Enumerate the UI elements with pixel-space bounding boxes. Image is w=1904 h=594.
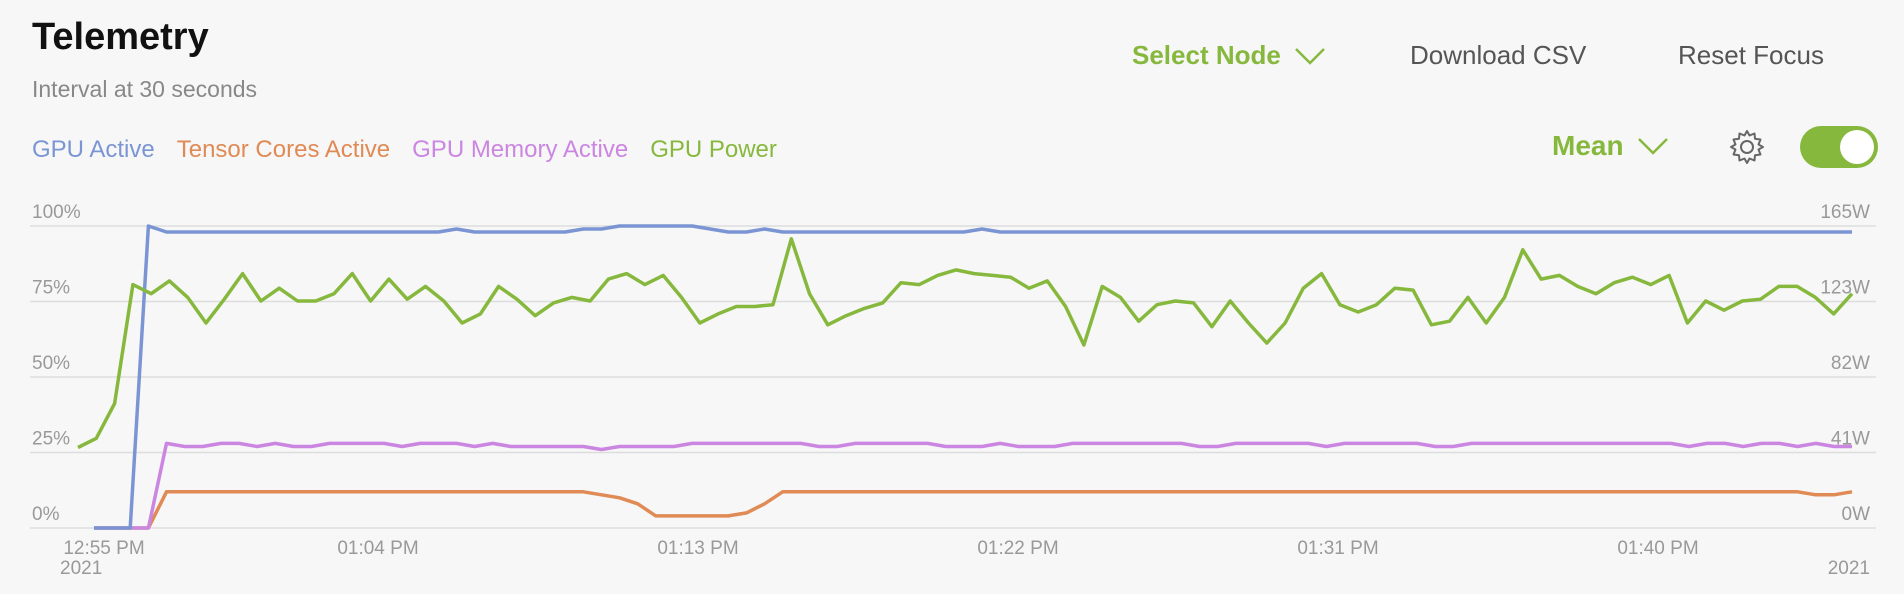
x-start-year: 2021 [60, 558, 102, 579]
legend-gpu-memory-active[interactable]: GPU Memory Active [412, 136, 629, 163]
series-line-gpu-memory-active[interactable] [94, 441, 1852, 530]
page-title: Telemetry [32, 16, 209, 58]
x-tick: 01:40 PM [1617, 538, 1698, 559]
toggle-knob [1840, 130, 1874, 164]
y-left-tick: 25% [32, 429, 70, 450]
y-right-tick: 41W [1831, 429, 1870, 450]
x-tick: 01:31 PM [1297, 538, 1378, 559]
legend-gpu-active[interactable]: GPU Active [32, 136, 155, 163]
reset-focus-button[interactable]: Reset Focus [1678, 40, 1824, 70]
gear-icon[interactable] [1728, 128, 1766, 166]
chart-legend: GPU Active Tensor Cores Active GPU Memor… [32, 136, 777, 164]
x-end-year: 2021 [1828, 558, 1870, 579]
series-line-gpu-active[interactable] [94, 224, 1852, 530]
download-csv-button[interactable]: Download CSV [1410, 40, 1587, 70]
y-left-tick: 100% [32, 202, 81, 223]
y-left-tick: 75% [32, 278, 70, 299]
y-right-tick: 165W [1820, 202, 1870, 223]
live-toggle[interactable] [1800, 126, 1878, 168]
aggregate-label: Mean [1552, 130, 1624, 161]
select-node-dropdown[interactable]: Select Node [1132, 40, 1327, 71]
x-tick: 01:04 PM [337, 538, 418, 559]
select-node-label: Select Node [1132, 40, 1281, 70]
telemetry-chart: 100% 165W 75% 123W 50% 82W 25% 41W 0% 0W 12:55 PM 0… [30, 202, 1876, 579]
y-left-tick: 50% [32, 353, 70, 374]
x-tick: 01:22 PM [977, 538, 1058, 559]
series-line-gpu-power[interactable] [77, 237, 1854, 450]
aggregate-dropdown[interactable]: Mean [1552, 130, 1670, 162]
legend-tensor-cores-active[interactable]: Tensor Cores Active [176, 136, 391, 163]
y-right-tick: 82W [1831, 353, 1870, 374]
x-tick: 01:13 PM [657, 538, 738, 559]
legend-gpu-power[interactable]: GPU Power [650, 136, 777, 163]
interval-subtitle: Interval at 30 seconds [32, 76, 258, 102]
chevron-down-icon [1294, 47, 1325, 65]
y-left-tick: 0% [32, 504, 60, 525]
series-line-tensor-cores-active[interactable] [94, 490, 1853, 530]
x-tick: 12:55 PM [63, 538, 144, 559]
y-right-tick: 0W [1842, 504, 1871, 525]
y-right-tick: 123W [1820, 278, 1870, 299]
chevron-down-icon [1637, 138, 1668, 155]
